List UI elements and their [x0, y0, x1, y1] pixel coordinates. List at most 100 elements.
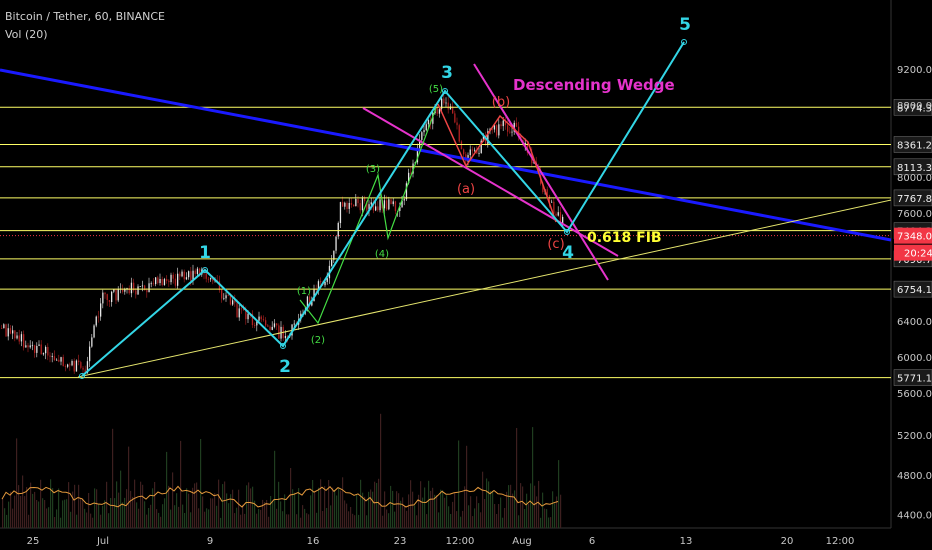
- volume-indicator-title[interactable]: Vol (20): [5, 28, 48, 41]
- candle-body: [86, 361, 89, 374]
- volume-bar: [380, 413, 382, 528]
- volume-bar: [334, 489, 336, 528]
- volume-bar: [146, 514, 148, 528]
- volume-bar: [276, 508, 278, 528]
- candle-body: [284, 336, 287, 339]
- subwave-label: (1): [297, 286, 311, 297]
- candle-body: [498, 124, 500, 136]
- volume-bar: [186, 488, 188, 528]
- candle-body: [179, 273, 181, 277]
- candle-body: [256, 320, 258, 326]
- wedge-lower-line: [473, 63, 609, 281]
- candle-body: [445, 102, 447, 104]
- volume-bar: [258, 509, 260, 528]
- volume-bar: [166, 451, 168, 528]
- wave-pivot-point: [79, 373, 85, 379]
- volume-bar: [266, 500, 268, 528]
- volume-bar: [100, 514, 102, 528]
- candle-body: [346, 202, 348, 209]
- candle-body: [405, 183, 408, 200]
- candle-body: [526, 142, 529, 153]
- volume-bar: [364, 496, 366, 528]
- candle-body: [324, 281, 326, 286]
- volume-bar: [132, 496, 134, 528]
- price-axis-tick: 7600.00: [897, 209, 932, 220]
- volume-bar: [382, 515, 384, 528]
- subwave-label: (3): [366, 164, 380, 175]
- wave-pivot-point: [202, 267, 208, 273]
- candle-body: [238, 308, 240, 318]
- volume-bar: [66, 499, 68, 528]
- volume-bar: [154, 482, 156, 528]
- fib-label: 0.618 FIB: [587, 230, 662, 246]
- volume-bar: [396, 491, 398, 528]
- elliott-wave-path: [81, 41, 685, 377]
- volume-bar: [496, 514, 498, 528]
- candle-body: [471, 149, 474, 151]
- candle-body: [40, 344, 42, 355]
- candle-body: [454, 113, 456, 123]
- volume-bar: [244, 513, 246, 528]
- volume-bar: [458, 440, 460, 528]
- candle-body: [141, 285, 144, 287]
- volume-bar: [202, 496, 204, 528]
- candle-body: [42, 353, 45, 355]
- candle-body: [146, 290, 148, 293]
- volume-bar: [54, 517, 56, 528]
- candle-body: [18, 335, 20, 342]
- candle-body: [1, 328, 3, 329]
- candle-body: [262, 319, 265, 321]
- price-level-label: 8113.35: [897, 163, 932, 174]
- volume-bar: [512, 493, 514, 528]
- candle-body: [3, 324, 5, 329]
- volume-bar: [232, 489, 234, 528]
- volume-bar: [178, 506, 180, 528]
- candle-body: [476, 149, 478, 154]
- candle-body: [229, 295, 232, 305]
- volume-bar: [478, 503, 480, 528]
- candle-body: [553, 201, 555, 214]
- candle-body: [394, 201, 397, 212]
- candle-body: [293, 323, 295, 325]
- volume-bar: [500, 497, 502, 528]
- volume-bar: [524, 509, 526, 528]
- volume-bar: [188, 493, 190, 528]
- volume-bar: [64, 499, 66, 528]
- candle-body: [69, 364, 71, 366]
- volume-bar: [508, 485, 510, 528]
- candle-body: [551, 201, 553, 203]
- volume-bar: [306, 513, 308, 528]
- candle-body: [111, 291, 113, 302]
- candle-body: [368, 204, 370, 211]
- candle-body: [108, 300, 111, 302]
- candle-body: [258, 316, 260, 321]
- volume-bar: [32, 493, 34, 528]
- candle-body: [115, 289, 117, 301]
- candle-body: [128, 288, 130, 294]
- candle-body: [133, 282, 135, 291]
- volume-bar: [282, 511, 284, 528]
- candle-body: [56, 359, 58, 361]
- volume-bar: [50, 479, 52, 528]
- volume-bar: [370, 489, 372, 528]
- volume-bar: [504, 508, 506, 528]
- volume-bar: [156, 509, 158, 528]
- wedge-upper-line: [362, 107, 619, 257]
- candle-body: [93, 325, 95, 338]
- volume-bar: [522, 486, 524, 528]
- volume-bar: [540, 517, 542, 528]
- volume-bar: [550, 517, 552, 528]
- volume-bar: [354, 515, 356, 528]
- time-axis-tick: 20: [781, 536, 794, 547]
- symbol-title[interactable]: Bitcoin / Tether, 60, BINANCE: [5, 10, 165, 23]
- volume-bar: [68, 482, 70, 528]
- volume-bar: [194, 483, 196, 528]
- time-axis-tick: 12:00: [826, 536, 855, 547]
- volume-bar: [150, 504, 152, 528]
- volume-bar: [272, 500, 274, 528]
- volume-bar: [558, 460, 560, 528]
- volume-bar: [196, 482, 198, 528]
- candle-body: [29, 345, 31, 348]
- volume-bar: [136, 502, 138, 528]
